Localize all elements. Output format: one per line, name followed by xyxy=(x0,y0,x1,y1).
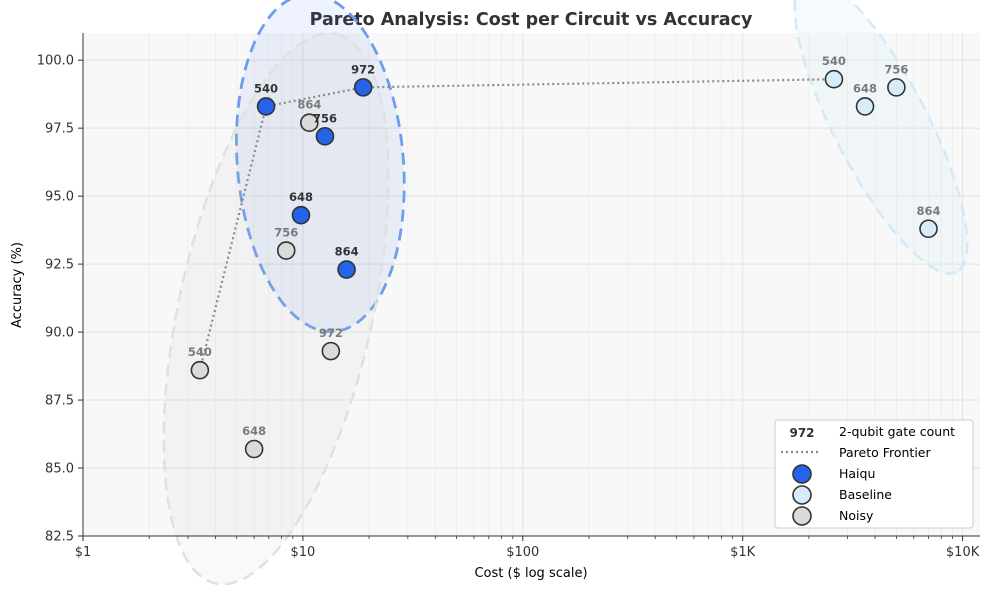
baseline-point xyxy=(887,78,906,97)
y-tick-label: 82.5 xyxy=(45,530,74,545)
y-axis-label: Accuracy (%) xyxy=(10,242,25,328)
pareto-frontier xyxy=(198,78,834,371)
haiqu-point xyxy=(337,260,356,279)
x-tick-label: $10K xyxy=(946,545,980,560)
noisy-point xyxy=(276,241,296,260)
legend-noisy-marker xyxy=(792,506,812,526)
baseline-point-label: 648 xyxy=(853,81,877,95)
noisy-point xyxy=(190,360,210,380)
y-tick-label: 90.0 xyxy=(45,326,74,341)
noisy-point-label: 864 xyxy=(297,98,321,112)
pareto-frontier-line xyxy=(198,78,834,371)
x-tick-label: $1 xyxy=(75,545,92,560)
legend-baseline-marker xyxy=(792,485,812,505)
baseline-point xyxy=(855,97,875,116)
haiqu-point xyxy=(291,205,311,225)
noisy-point-label: 756 xyxy=(274,226,298,240)
y-tick-label: 85.0 xyxy=(45,462,74,477)
haiqu-point-label: 648 xyxy=(289,190,313,204)
x-axis-label: Cost ($ log scale) xyxy=(474,566,587,581)
legend-gate-count-sample: 972 xyxy=(789,426,814,440)
noisy-cluster-ellipse xyxy=(162,31,390,586)
baseline-point xyxy=(919,219,938,239)
noisy-point xyxy=(244,439,264,459)
axes: $1 $10 $100 $1K $10K 82.5 85.0 87.5 90.0 92.5 95.0… xyxy=(37,33,980,560)
y-tick-label: 87.5 xyxy=(45,394,74,409)
noisy-point xyxy=(321,341,341,361)
noisy-point-label: 648 xyxy=(242,424,266,438)
haiqu-point xyxy=(315,127,335,146)
y-tick-label: 92.5 xyxy=(45,258,74,273)
chart-title: Pareto Analysis: Cost per Circuit vs Acc… xyxy=(310,10,753,30)
baseline-point-label: 540 xyxy=(822,54,846,68)
baseline-cluster-ellipse xyxy=(793,0,969,275)
y-tick-label: 100.0 xyxy=(37,54,74,69)
legend-haiqu-marker xyxy=(792,464,812,484)
legend-gate-count-label: 2-qubit gate count xyxy=(839,424,955,439)
x-tick-label: $1K xyxy=(730,545,756,560)
haiqu-point xyxy=(353,78,373,97)
noisy-point-label: 540 xyxy=(188,345,212,359)
legend: 972 2-qubit gate count Pareto Frontier H… xyxy=(774,419,974,529)
x-tick-label: $10 xyxy=(290,545,315,560)
noisy-point xyxy=(300,113,319,133)
haiqu-point-label: 540 xyxy=(254,81,278,95)
baseline-point-label: 864 xyxy=(917,204,941,218)
haiqu-point-label: 756 xyxy=(313,111,337,125)
y-tick-label: 95.0 xyxy=(45,190,74,205)
haiqu-point xyxy=(256,97,276,116)
x-tick-label: $100 xyxy=(506,545,539,560)
data-points: 5406487568649725406487568645406487568649… xyxy=(188,54,941,459)
haiqu-point-label: 972 xyxy=(351,62,375,76)
y-tick-label: 97.5 xyxy=(45,122,74,137)
legend-baseline-label: Baseline xyxy=(839,487,892,502)
noisy-point-label: 972 xyxy=(319,326,343,340)
legend-noisy-label: Noisy xyxy=(839,508,874,523)
baseline-point-label: 756 xyxy=(884,62,908,76)
legend-frontier-label: Pareto Frontier xyxy=(839,445,931,460)
legend-box xyxy=(774,419,974,529)
legend-haiqu-label: Haiqu xyxy=(839,466,875,481)
haiqu-point-label: 864 xyxy=(335,245,359,259)
baseline-point xyxy=(824,69,844,89)
